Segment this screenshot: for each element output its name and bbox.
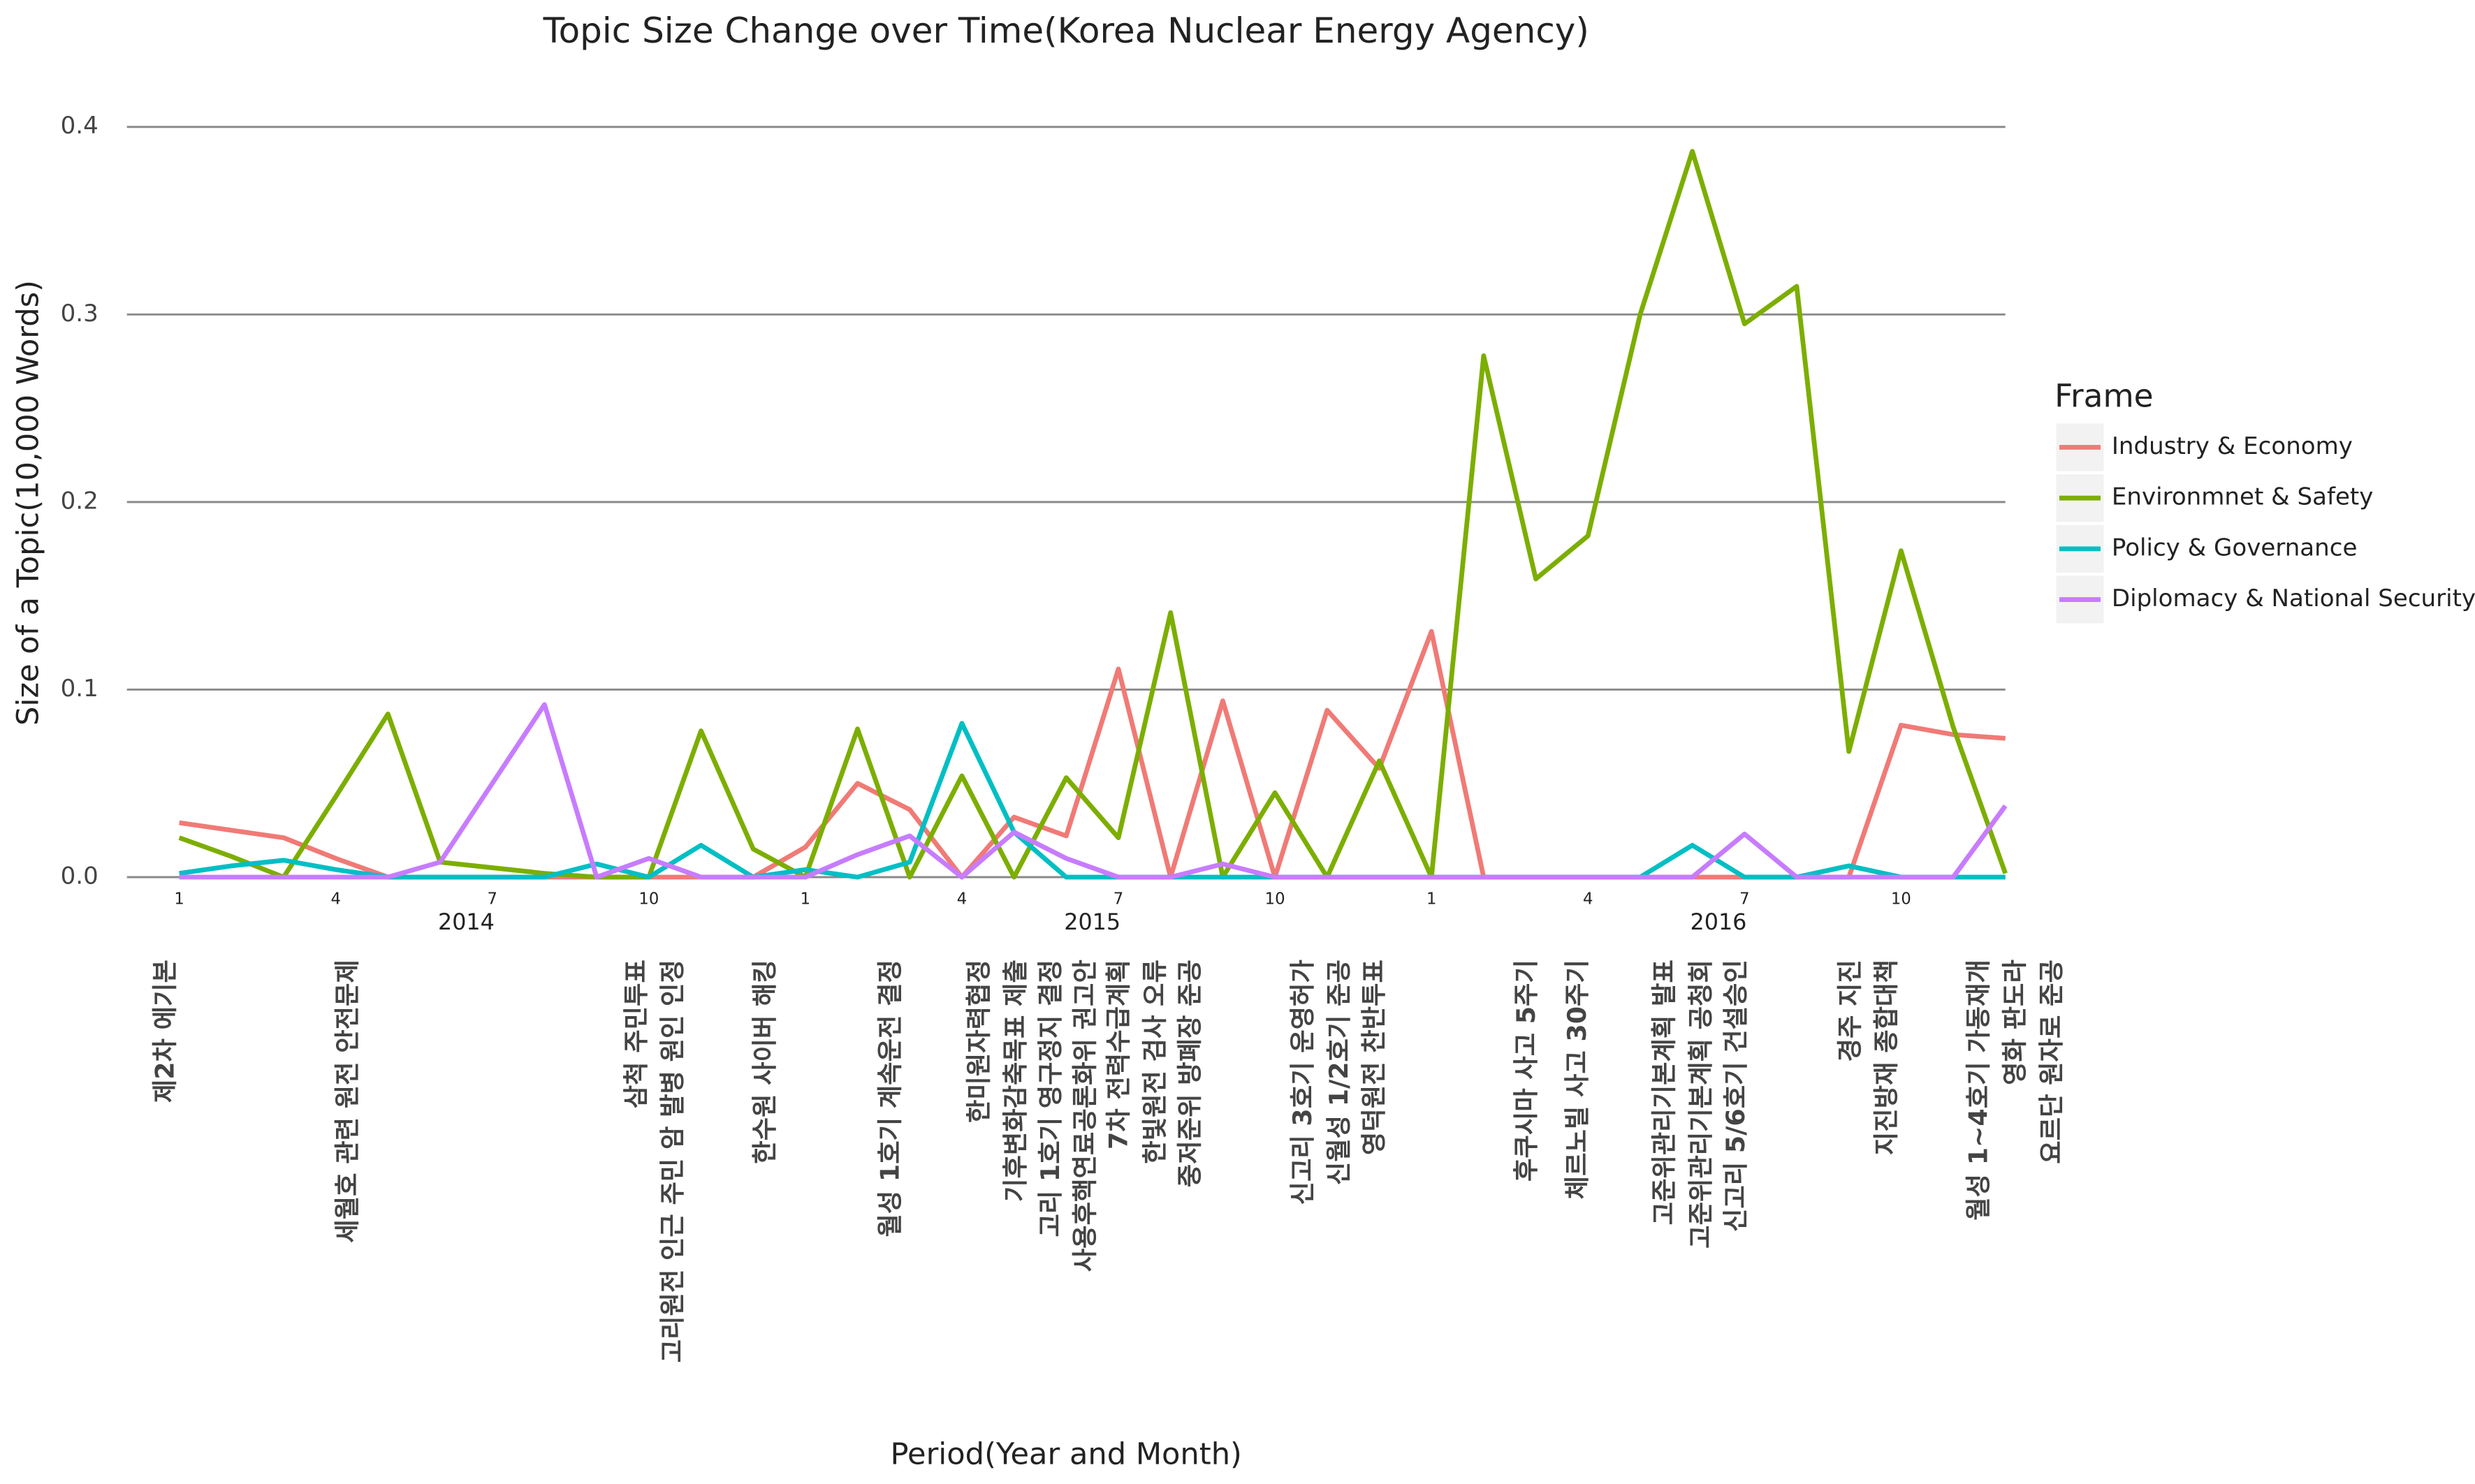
legend-label: Diplomacy & National Security [2112,585,2475,612]
event-annotation: 고준위관리기본계획 발표 [1649,960,1679,1225]
x-tick-label: 1 [1426,890,1436,908]
event-annotation: 신고리 3호기 운영허가 [1287,960,1317,1205]
x-tick-label: 7 [1114,890,1123,908]
event-annotation: 사용후핵연료공론화위 권고안 [1070,960,1100,1272]
event-annotation: 한미원자력협정 [964,960,994,1123]
event-annotation: 월성 1호기 계속운전 결정 [875,960,905,1237]
legend-title: Frame [2054,378,2153,415]
series-line [178,149,2008,880]
event-annotation: 월성 1~4호기 가동재개 [1963,960,1993,1221]
event-annotation: 지진방재 종합대책 [1871,960,1901,1155]
y-axis-title: Size of a Topic(10,000 Words) [11,280,46,726]
chart-title: Topic Size Change over Time(Korea Nuclea… [543,10,1589,51]
y-tick-label: 0.0 [61,862,98,890]
x-axis-title: Period(Year and Month) [891,1437,1242,1471]
event-annotation: 7차 전력수급계획 [1103,960,1133,1149]
event-annotation: 제2차 에기본 [149,960,180,1103]
y-tick-label: 0.2 [61,487,98,515]
x-tick-label: 1 [174,890,184,908]
event-annotation: 세월호 관련 원전 안전문제 [333,960,363,1243]
x-tick-label: 1 [801,890,810,908]
x-tick-label: 4 [1583,890,1593,908]
event-annotation: 고리원전 인근 주민 암 발병 원인 인정 [657,960,687,1362]
y-tick-label: 0.3 [61,300,98,328]
x-tick-label: 10 [1891,890,1911,908]
event-annotation: 영덕원전 찬반투표 [1359,960,1389,1155]
event-annotation: 고리 1호기 영구정지 결정 [1035,960,1065,1237]
year-label: 2014 [438,909,495,935]
legend-label: Industry & Economy [2112,432,2353,460]
year-label: 2015 [1064,909,1120,935]
year-label: 2016 [1691,909,1747,935]
event-annotation: 영화 판도라 [2000,960,2030,1085]
series-line [179,721,2006,880]
y-tick-label: 0.4 [61,112,98,140]
x-tick-label: 7 [1739,890,1749,908]
x-tick-label: 10 [1265,890,1285,908]
event-annotation: 삼척 주민투표 [621,960,651,1108]
event-annotation: 체르노빌 사고 30주기 [1562,960,1592,1199]
series-line [179,702,2008,880]
event-annotation: 기후변화감축목표 제출 [1000,960,1030,1202]
x-tick-label: 10 [638,890,659,908]
y-tick-label: 0.1 [61,675,98,703]
legend-label: Policy & Governance [2112,534,2358,561]
event-annotation: 한수원 사이버 해킹 [750,960,780,1164]
event-annotation: 중저준위 방폐장 준공 [1175,960,1205,1187]
legend-label: Environmnet & Safety [2112,483,2374,511]
x-tick-label: 7 [488,890,497,908]
event-annotation: 신월성 1/2호기 준공 [1324,960,1354,1185]
event-annotation: 한빛원전 검사 오류 [1140,960,1170,1164]
event-annotation: 신고리 5/6호기 건설승인 [1721,960,1751,1232]
x-tick-label: 4 [957,890,967,908]
event-annotation: 후쿠시마 사고 5주기 [1511,960,1541,1182]
x-tick-label: 4 [330,890,340,908]
event-annotation: 요르단 원자로 준공 [2036,960,2066,1164]
event-annotation: 경주 지진 [1834,960,1864,1061]
event-annotation: 고준위관리기본계획 공청회 [1686,960,1716,1249]
